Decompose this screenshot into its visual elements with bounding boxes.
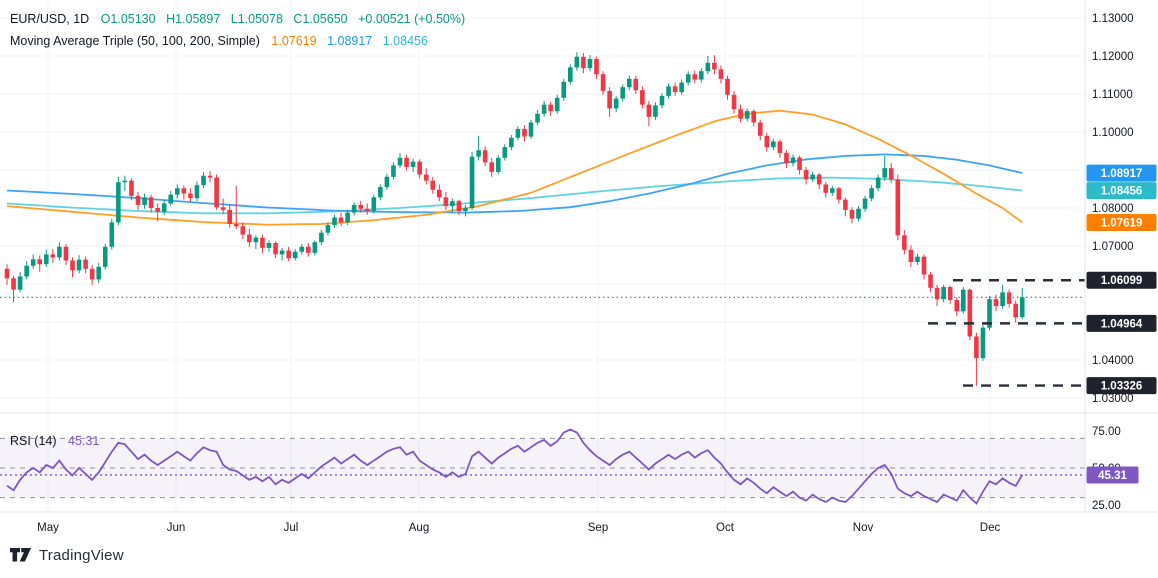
price-axis[interactable]: 1.13000 1.12000 1.11000 1.10000 1.08000 1.070… (1086, 13, 1157, 512)
svg-text:Jul: Jul (284, 522, 299, 534)
svg-text:1.07000: 1.07000 (1092, 241, 1134, 253)
ma-100-line (6, 153, 1023, 214)
open-value: O1.05130 (100, 12, 156, 26)
svg-text:1.08000: 1.08000 (1092, 203, 1134, 215)
change-value: +0.00521 (+0.50%) (358, 12, 466, 26)
symbol-legend[interactable]: EUR/USD, 1D O1.05130 H1.05897 L1.05078 C… (10, 12, 472, 26)
chart-canvas[interactable]: 1.13000 1.12000 1.11000 1.10000 1.08000 1.070… (0, 0, 1158, 540)
ma-indicator-legend[interactable]: Moving Average Triple (50, 100, 200, Sim… (10, 34, 435, 48)
svg-text:1.07619: 1.07619 (1101, 217, 1143, 229)
svg-text:Jun: Jun (167, 522, 186, 534)
grid (0, 0, 1085, 512)
svg-text:Aug: Aug (409, 522, 429, 534)
rsi-line (6, 428, 1024, 505)
price-badge (1086, 377, 1157, 395)
ma200-value: 1.08456 (382, 34, 428, 48)
time-axis[interactable]: May Jun Jul Aug Sep Oct Nov Dec (37, 522, 1000, 534)
svg-text:45.31: 45.31 (1098, 470, 1127, 482)
rsi-badge (1086, 466, 1139, 484)
high-value: H1.05897 (166, 12, 221, 26)
price-badge (1086, 271, 1157, 289)
ma-50-line (6, 109, 1023, 226)
low-value: L1.05078 (230, 12, 283, 26)
svg-text:75.00: 75.00 (1092, 426, 1121, 438)
tradingview-logo-icon (10, 548, 31, 562)
symbol-title: EUR/USD, 1D (10, 12, 90, 26)
tradingview-logo-text: TradingView (39, 546, 124, 564)
price-badge (1086, 213, 1157, 231)
candlestick-series (4, 52, 1025, 386)
rsi-indicator-title: RSI (14) (10, 434, 57, 448)
rsi-value: 45.31 (68, 434, 100, 448)
svg-text:1.13000: 1.13000 (1092, 13, 1134, 25)
ma-indicator-title: Moving Average Triple (50, 100, 200, Sim… (10, 34, 260, 48)
rsi-indicator-legend[interactable]: RSI (14) 45.31 (10, 434, 106, 448)
svg-text:1.10000: 1.10000 (1092, 127, 1134, 139)
tradingview-watermark[interactable]: TradingView (10, 546, 124, 564)
ma-200-line (6, 176, 1023, 215)
price-badge (1086, 164, 1157, 182)
price-badge (1086, 182, 1157, 200)
svg-text:1.11000: 1.11000 (1092, 89, 1133, 101)
svg-text:1.12000: 1.12000 (1092, 51, 1134, 63)
svg-text:25.00: 25.00 (1092, 500, 1121, 512)
price-badge (1086, 314, 1157, 332)
svg-text:1.03326: 1.03326 (1101, 381, 1143, 393)
svg-text:1.06099: 1.06099 (1101, 275, 1143, 287)
svg-text:1.04964: 1.04964 (1101, 318, 1143, 330)
svg-text:Dec: Dec (980, 522, 1001, 534)
ma100-value: 1.08917 (327, 34, 373, 48)
svg-text:1.04000: 1.04000 (1092, 355, 1134, 367)
svg-text:1.08917: 1.08917 (1101, 168, 1143, 180)
svg-text:1.03000: 1.03000 (1092, 393, 1134, 405)
svg-text:Nov: Nov (853, 522, 874, 534)
svg-text:Oct: Oct (716, 522, 735, 534)
close-value: C1.05650 (293, 12, 348, 26)
svg-text:1.08456: 1.08456 (1101, 186, 1143, 198)
svg-text:Sep: Sep (588, 522, 608, 534)
svg-text:May: May (37, 522, 59, 534)
ma50-value: 1.07619 (271, 34, 317, 48)
